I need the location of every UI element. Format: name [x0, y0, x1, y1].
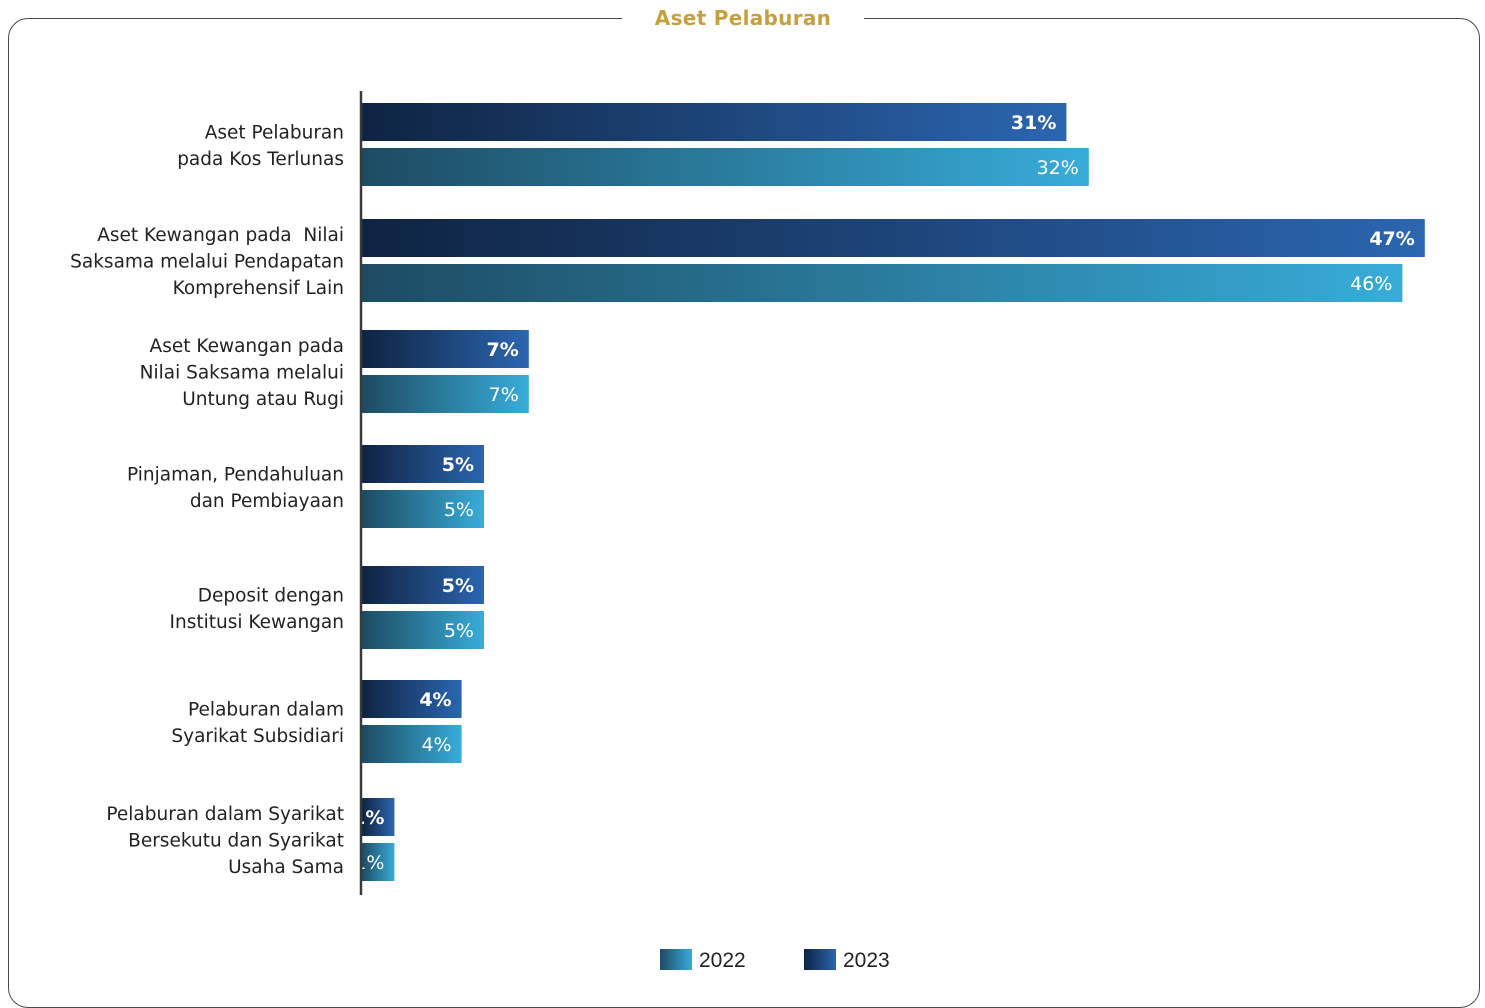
legend-label-2022: 2022	[699, 949, 746, 972]
category-labels: Aset Pelaburan pada Kos Terlunas Aset Kewa…	[70, 122, 344, 878]
data-label-2022-0: 32%	[1037, 157, 1079, 179]
category-label-0-line-1: pada Kos Terlunas	[177, 149, 344, 170]
data-label-2022-1: 46%	[1350, 273, 1392, 295]
bar-2023-5	[362, 680, 462, 718]
bar-2022-1	[362, 264, 1403, 302]
category-label-4-line-0: Deposit dengan	[198, 585, 344, 606]
category-label-4-line-1: Institusi Kewangan	[170, 612, 344, 633]
category-label-6-line-1: Bersekutu dan Syarikat	[128, 831, 344, 852]
bar-2023-2	[362, 330, 529, 368]
category-label-5-line-1: Syarikat Subsidiari	[171, 726, 344, 747]
category-label-3-line-1: dan Pembiayaan	[190, 491, 344, 512]
category-label-2-line-1: Nilai Saksama melalui	[140, 363, 344, 384]
bar-group: 31% 32% 47% 46% 7% 7% 5% 5% 5% 5% 4% 4% 1% 1%	[352, 103, 1425, 881]
bar-2022-6	[362, 843, 395, 881]
data-label-2022-4: 5%	[444, 620, 474, 642]
data-label-2023-1: 47%	[1369, 228, 1414, 250]
data-label-2022-2: 7%	[489, 384, 519, 406]
data-label-2023-5: 4%	[419, 689, 451, 711]
bar-2023-0	[362, 103, 1067, 141]
bar-2023-3	[362, 445, 484, 483]
legend-label-2023: 2023	[843, 949, 890, 972]
data-label-2022-5: 4%	[421, 734, 451, 756]
chart-title: Aset Pelaburan	[654, 6, 832, 30]
data-label-2022-6: 1%	[354, 852, 384, 874]
bar-2023-1	[362, 219, 1425, 257]
data-label-2023-6: 1%	[352, 807, 384, 829]
category-label-0-line-0: Aset Pelaburan	[205, 122, 344, 143]
category-label-6-line-2: Usaha Sama	[228, 857, 344, 878]
category-label-1-line-0: Aset Kewangan pada Nilai	[97, 225, 344, 246]
bar-2023-6	[362, 798, 395, 836]
bar-2022-0	[362, 148, 1089, 186]
data-label-2022-3: 5%	[444, 499, 474, 521]
legend: 2022 2023	[660, 949, 890, 972]
category-label-2-line-0: Aset Kewangan pada	[150, 336, 344, 357]
bar-2022-4	[362, 611, 484, 649]
category-label-5-line-0: Pelaburan dalam	[188, 699, 344, 720]
bar-2022-2	[362, 375, 529, 413]
title-gap	[622, 4, 864, 34]
data-label-2023-3: 5%	[442, 454, 474, 476]
legend-swatch-2022	[660, 949, 692, 970]
category-label-3-line-0: Pinjaman, Pendahuluan	[127, 464, 344, 485]
bar-2023-4	[362, 566, 484, 604]
category-label-2-line-2: Untung atau Rugi	[182, 389, 344, 410]
category-label-1-line-2: Komprehensif Lain	[173, 278, 344, 299]
data-label-2023-2: 7%	[487, 339, 519, 361]
data-label-2023-0: 31%	[1011, 112, 1056, 134]
bar-2022-5	[362, 725, 462, 763]
category-label-1-line-1: Saksama melalui Pendapatan	[70, 252, 344, 273]
data-label-2023-4: 5%	[442, 575, 474, 597]
category-label-6-line-0: Pelaburan dalam Syarikat	[106, 804, 344, 825]
legend-swatch-2023	[804, 949, 836, 970]
bar-2022-3	[362, 490, 484, 528]
